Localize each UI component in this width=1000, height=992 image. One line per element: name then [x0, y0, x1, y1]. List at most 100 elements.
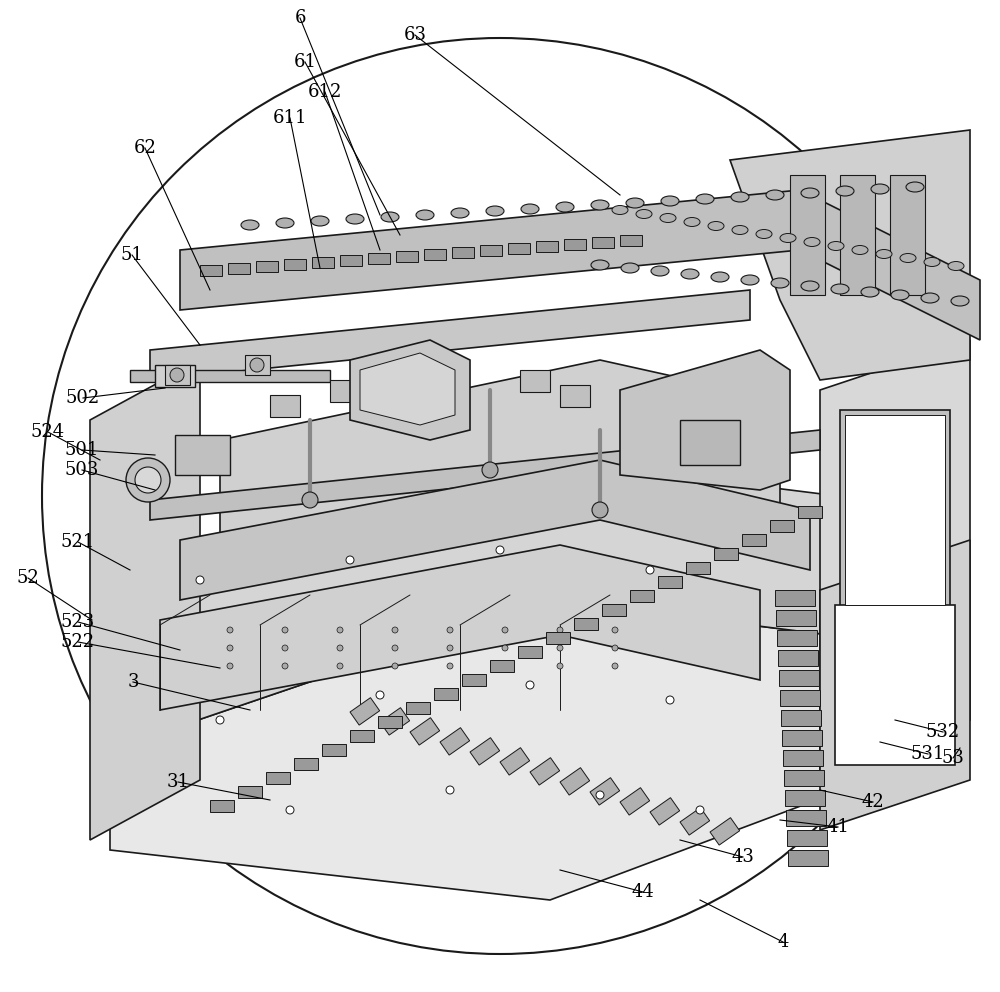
- Polygon shape: [110, 460, 950, 750]
- Polygon shape: [110, 600, 950, 900]
- Circle shape: [696, 806, 704, 814]
- Bar: [592, 237, 614, 248]
- Circle shape: [282, 645, 288, 651]
- Circle shape: [447, 663, 453, 669]
- Ellipse shape: [831, 284, 849, 294]
- Text: 61: 61: [294, 53, 316, 71]
- Bar: [775, 590, 815, 606]
- Bar: [620, 788, 650, 815]
- Bar: [890, 175, 925, 295]
- Ellipse shape: [241, 220, 259, 230]
- Circle shape: [482, 462, 498, 478]
- Ellipse shape: [876, 250, 892, 259]
- Bar: [245, 355, 270, 375]
- Text: 53: 53: [942, 749, 964, 767]
- Bar: [238, 786, 262, 798]
- Ellipse shape: [836, 186, 854, 196]
- Text: 611: 611: [273, 109, 307, 127]
- Ellipse shape: [381, 212, 399, 222]
- Bar: [175, 435, 230, 475]
- Circle shape: [196, 576, 204, 584]
- Ellipse shape: [766, 190, 784, 200]
- Ellipse shape: [801, 188, 819, 198]
- Circle shape: [596, 791, 604, 799]
- Text: 63: 63: [404, 26, 426, 44]
- Polygon shape: [220, 360, 780, 560]
- Circle shape: [346, 556, 354, 564]
- Bar: [380, 707, 410, 735]
- Bar: [270, 395, 300, 417]
- Bar: [798, 506, 822, 518]
- Bar: [396, 251, 418, 262]
- Ellipse shape: [416, 210, 434, 220]
- Ellipse shape: [660, 213, 676, 222]
- Bar: [778, 650, 818, 666]
- Text: 532: 532: [926, 723, 960, 741]
- Bar: [530, 758, 560, 785]
- Ellipse shape: [741, 275, 759, 285]
- Polygon shape: [620, 350, 790, 490]
- Polygon shape: [820, 540, 970, 830]
- Bar: [845, 415, 945, 605]
- Polygon shape: [180, 460, 810, 600]
- Ellipse shape: [684, 217, 700, 226]
- Circle shape: [376, 691, 384, 699]
- Bar: [710, 817, 740, 845]
- Bar: [330, 380, 360, 402]
- Text: 42: 42: [862, 793, 884, 811]
- Text: 531: 531: [911, 745, 945, 763]
- Bar: [200, 265, 222, 276]
- Bar: [424, 249, 446, 260]
- Circle shape: [646, 566, 654, 574]
- Text: 4: 4: [777, 933, 789, 951]
- Bar: [782, 730, 822, 746]
- Ellipse shape: [681, 269, 699, 279]
- Bar: [686, 562, 710, 574]
- Bar: [350, 730, 374, 742]
- Bar: [452, 247, 474, 258]
- Text: 41: 41: [827, 818, 849, 836]
- Text: 502: 502: [66, 389, 100, 407]
- Bar: [560, 385, 590, 407]
- Ellipse shape: [276, 218, 294, 228]
- Bar: [165, 365, 190, 385]
- Ellipse shape: [521, 204, 539, 214]
- Bar: [777, 630, 817, 646]
- Circle shape: [447, 645, 453, 651]
- Ellipse shape: [651, 266, 669, 276]
- Bar: [518, 646, 542, 658]
- Bar: [490, 660, 514, 672]
- Bar: [658, 576, 682, 588]
- Circle shape: [282, 663, 288, 669]
- Ellipse shape: [591, 200, 609, 210]
- Bar: [835, 605, 955, 765]
- Ellipse shape: [486, 206, 504, 216]
- Ellipse shape: [801, 281, 819, 291]
- Bar: [714, 548, 738, 560]
- Bar: [770, 520, 794, 532]
- Bar: [560, 768, 590, 796]
- Text: 612: 612: [308, 83, 342, 101]
- Text: 43: 43: [732, 848, 754, 866]
- Polygon shape: [350, 340, 470, 440]
- Bar: [564, 239, 586, 250]
- Bar: [378, 716, 402, 728]
- Text: 523: 523: [61, 613, 95, 631]
- Ellipse shape: [771, 278, 789, 288]
- Ellipse shape: [732, 225, 748, 234]
- Circle shape: [446, 786, 454, 794]
- Ellipse shape: [612, 205, 628, 214]
- Bar: [312, 257, 334, 268]
- Ellipse shape: [451, 208, 469, 218]
- Circle shape: [502, 663, 508, 669]
- Bar: [368, 253, 390, 264]
- Bar: [781, 710, 821, 726]
- Circle shape: [392, 663, 398, 669]
- Circle shape: [337, 627, 343, 633]
- Bar: [630, 590, 654, 602]
- Ellipse shape: [636, 209, 652, 218]
- Bar: [155, 365, 195, 387]
- Ellipse shape: [780, 233, 796, 242]
- Circle shape: [502, 645, 508, 651]
- Ellipse shape: [906, 182, 924, 192]
